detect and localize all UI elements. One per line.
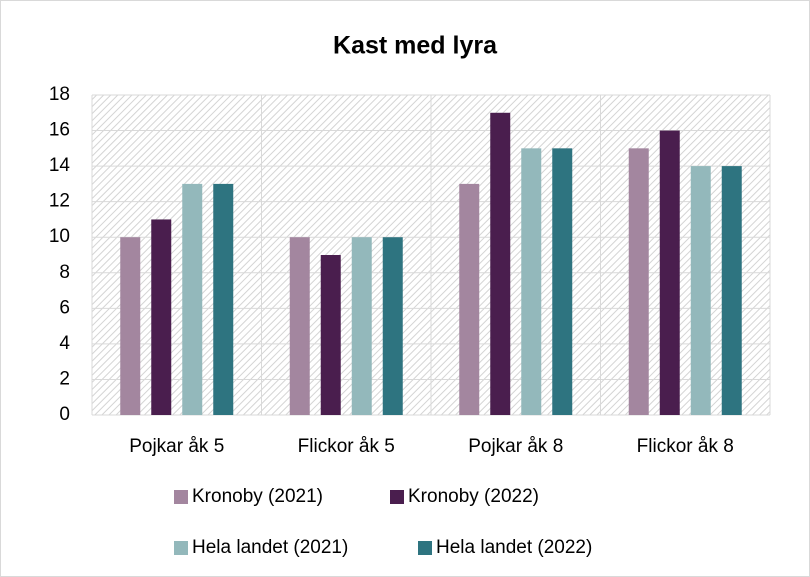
chart-title: Kast med lyra xyxy=(333,32,498,60)
bar xyxy=(552,148,573,416)
legend-label: Kronoby (2022) xyxy=(408,486,539,507)
x-tick-label: Pojkar åk 8 xyxy=(468,436,563,457)
legend-label: Kronoby (2021) xyxy=(192,486,323,507)
x-tick-label: Flickor åk 8 xyxy=(637,436,734,457)
bar xyxy=(182,183,203,415)
y-tick-label: 18 xyxy=(49,84,70,105)
bar xyxy=(628,148,649,416)
y-tick-label: 12 xyxy=(49,191,70,212)
bar xyxy=(521,148,542,416)
y-tick-label: 4 xyxy=(59,333,70,354)
y-tick-label: 10 xyxy=(49,226,70,247)
legend-swatch xyxy=(390,490,404,504)
bar xyxy=(320,255,341,415)
bar xyxy=(490,112,511,416)
y-tick-label: 8 xyxy=(59,262,70,283)
x-tick-label: Flickor åk 5 xyxy=(298,436,395,457)
y-tick-label: 16 xyxy=(49,120,70,141)
bar xyxy=(213,183,234,415)
y-tick-label: 0 xyxy=(59,404,70,425)
legend-swatch xyxy=(174,541,188,555)
legend-swatch xyxy=(418,541,432,555)
bar xyxy=(690,166,711,415)
bar xyxy=(289,237,310,415)
bar xyxy=(721,166,742,415)
legend-swatch xyxy=(174,490,188,504)
legend-label: Hela landet (2021) xyxy=(192,537,348,558)
x-tick-label: Pojkar åk 5 xyxy=(129,436,224,457)
bar xyxy=(351,237,372,415)
legend-label: Hela landet (2022) xyxy=(436,537,592,558)
bar xyxy=(120,237,141,415)
y-tick-label: 6 xyxy=(59,297,70,318)
y-tick-label: 14 xyxy=(49,155,71,176)
bar xyxy=(659,130,680,416)
bar xyxy=(151,219,172,415)
bar xyxy=(382,237,403,415)
bar xyxy=(459,183,480,415)
y-tick-label: 2 xyxy=(59,368,70,389)
